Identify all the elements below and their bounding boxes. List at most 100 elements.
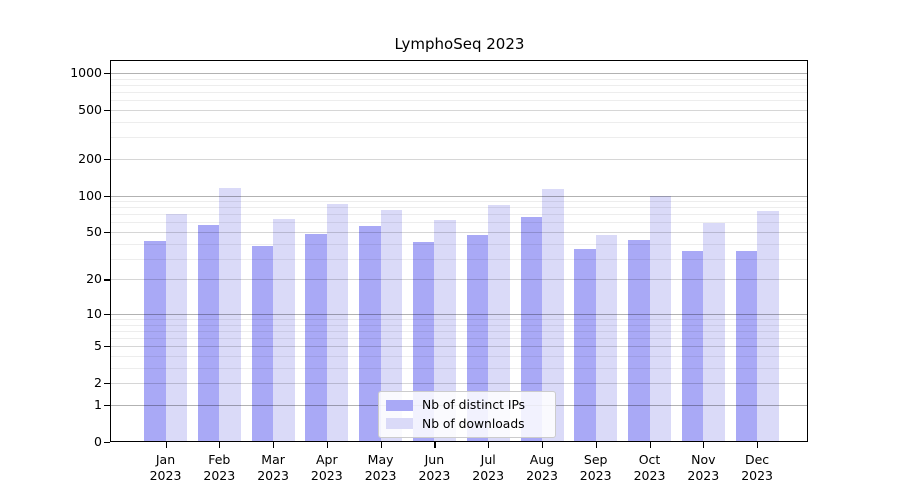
x-tick-year: 2023 [418,468,451,483]
x-tick-month: Nov [691,452,716,467]
y-tick-label: 5 [94,338,102,354]
x-tick [595,442,597,448]
x-tick-label: Sep 2023 [568,452,624,484]
x-tick-year: 2023 [633,468,666,483]
x-tick-label: Nov 2023 [675,452,731,484]
bar-downloads [703,223,725,442]
y-tick [104,346,110,348]
y-tick-label: 20 [86,271,102,287]
bars-layer [111,61,808,442]
plot-area [111,61,808,442]
y-tick [104,313,110,316]
x-tick-label: Jan 2023 [138,452,194,484]
x-tick-label: Apr 2023 [299,452,355,484]
x-tick-month: Sep [583,452,608,467]
bar-distinct-ips [681,250,704,442]
bar-distinct-ips [359,226,381,442]
bar-downloads [649,195,671,442]
y-tick-label: 1000 [70,64,102,80]
x-tick-month: Oct [638,452,661,467]
x-tick-label: Mar 2023 [245,452,301,484]
x-tick-label: Oct 2023 [622,452,678,484]
x-tick-month: Jan [155,452,176,467]
x-tick-month: Apr [315,452,338,467]
y-tick-label: 50 [86,224,102,239]
chart-title: LymphoSeq 2023 [394,35,525,53]
x-tick-month: May [367,452,394,467]
bar-distinct-ips [305,234,327,442]
y-tick [104,232,110,234]
x-tick-year: 2023 [310,468,343,483]
bar-distinct-ips [144,241,166,442]
y-tick [104,442,110,444]
bar-downloads [542,188,564,442]
x-tick-month: Aug [529,452,555,467]
y-tick [104,158,110,160]
x-tick-month: Mar [261,452,285,467]
x-tick [757,442,759,448]
x-tick-month: Feb [208,452,231,467]
bar-distinct-ips [574,249,596,442]
x-tick-year: 2023 [364,468,397,483]
legend-label-downloads: Nb of downloads [422,416,525,431]
legend-item-distinct-ips: Nb of distinct IPs [386,398,548,412]
bar-downloads [380,210,403,442]
x-tick [434,442,436,448]
y-tick-label: 0 [94,434,102,449]
y-tick [104,405,110,407]
x-tick [649,442,651,448]
bar-downloads [219,187,241,442]
bar-downloads [757,211,779,442]
x-tick [219,442,221,448]
x-tick-year: 2023 [687,468,720,483]
x-tick-year: 2023 [203,468,236,483]
bar-downloads [488,204,510,442]
x-tick-year: 2023 [579,468,612,483]
x-tick-label: May 2023 [353,452,409,484]
bar-distinct-ips [735,250,758,442]
y-tick-label: 10 [86,305,102,321]
x-tick-year: 2023 [526,468,558,483]
bar-downloads [165,214,187,442]
x-tick [488,442,490,448]
legend-swatch-downloads [386,418,413,430]
bar-downloads [326,204,349,442]
y-tick-label: 200 [78,150,102,166]
bar-downloads [595,235,618,442]
x-tick-year: 2023 [472,468,505,483]
x-tick [542,442,544,448]
x-tick-year: 2023 [149,468,182,483]
x-tick-month: Jul [480,452,496,467]
bar-distinct-ips [251,246,274,442]
x-tick-year: 2023 [257,468,289,483]
y-tick [104,109,110,112]
y-tick-label: 100 [78,187,102,203]
x-tick [380,442,382,448]
x-tick [326,442,328,448]
y-tick-label: 2 [94,375,102,391]
y-tick [104,383,110,385]
legend-item-downloads: Nb of downloads [386,417,548,431]
x-tick-year: 2023 [741,468,773,483]
y-tick [104,195,110,197]
x-tick-label: Jun 2023 [406,452,462,484]
bar-distinct-ips [197,225,220,442]
x-tick [165,442,167,448]
y-tick-label: 1 [94,397,102,412]
legend-swatch-distinct-ips [386,399,413,411]
y-tick-label: 500 [78,101,102,117]
y-tick [104,72,110,75]
x-tick-month: Dec [744,452,770,467]
bar-distinct-ips [466,235,489,442]
bar-distinct-ips [628,239,650,442]
x-tick-month: Jun [424,452,445,467]
legend: Nb of distinct IPs Nb of downloads [378,391,556,438]
bar-downloads [273,219,295,442]
x-tick-label: Aug 2023 [514,452,570,484]
bar-distinct-ips [520,217,542,442]
x-tick-label: Feb 2023 [191,452,247,484]
x-tick [273,442,275,448]
legend-label-distinct-ips: Nb of distinct IPs [422,398,526,413]
bar-downloads [434,219,456,442]
